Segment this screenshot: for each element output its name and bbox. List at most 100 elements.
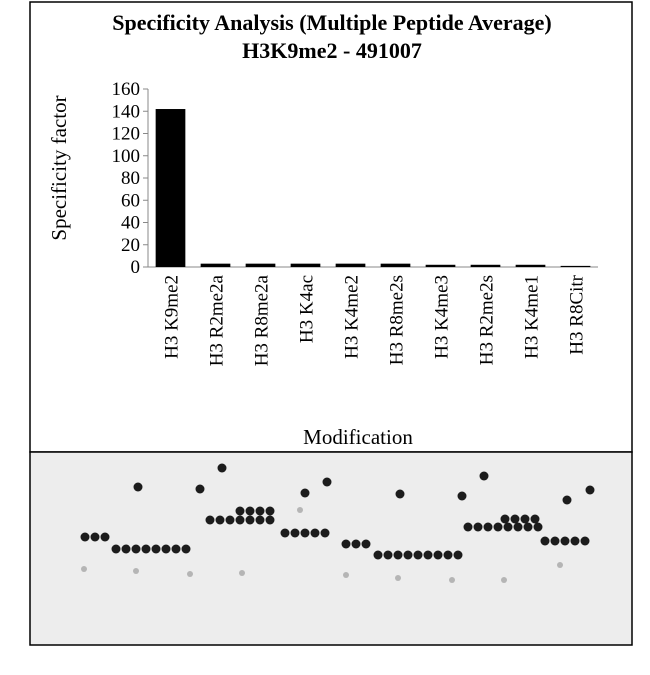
blot-dot (290, 528, 300, 538)
blot-dot (235, 506, 245, 516)
blot-dot (351, 539, 361, 549)
blot-dot (255, 506, 265, 516)
blot-dot (300, 488, 310, 498)
blot-dot (530, 514, 540, 524)
blot-dot (570, 536, 580, 546)
blot-dot (195, 484, 205, 494)
blot-dot (361, 539, 371, 549)
blot-dot (245, 506, 255, 516)
chart-frame (29, 1, 633, 453)
blot-dot (503, 522, 513, 532)
blot-dot (395, 575, 401, 581)
blot-dot (111, 544, 121, 554)
blot-dot (513, 522, 523, 532)
blot-dot (161, 544, 171, 554)
blot-dot (151, 544, 161, 554)
bar (515, 264, 546, 267)
blot-dot (493, 522, 503, 532)
blot-dot (100, 532, 110, 542)
blot-dot (205, 515, 215, 525)
y-tick-label: 40 (121, 213, 140, 234)
bar (155, 109, 186, 268)
blot-dot (473, 522, 483, 532)
blot-dot (81, 566, 87, 572)
y-axis-label: Specificity factor (47, 95, 71, 240)
blot-dot (540, 536, 550, 546)
blot-dot (133, 482, 143, 492)
blot-dot (562, 495, 572, 505)
blot-dot (510, 514, 520, 524)
chart-subtitle: H3K9me2 - 491007 (242, 38, 422, 63)
blot-dot (413, 550, 423, 560)
blot-dot (255, 515, 265, 525)
x-tick-label: H3 K4me1 (522, 275, 543, 359)
bar (380, 263, 411, 267)
x-axis-label: Modification (303, 425, 413, 449)
bar (245, 263, 276, 267)
blot-dot (533, 522, 543, 532)
blot-dot (320, 528, 330, 538)
blot-dot (343, 572, 349, 578)
y-tick-label: 60 (121, 190, 140, 211)
bar (470, 264, 501, 267)
blot-dot (457, 491, 467, 501)
blot-dot (245, 515, 255, 525)
y-tick-label: 160 (112, 79, 141, 100)
blot-dot (557, 562, 563, 568)
blot-dot (383, 550, 393, 560)
x-tick-label: H3 R8me2a (252, 274, 273, 366)
blot-dot (121, 544, 131, 554)
blot-dot (560, 536, 570, 546)
blot-dot (322, 477, 332, 487)
blot-dot (187, 571, 193, 577)
blot-dot (265, 515, 275, 525)
blot-dot (423, 550, 433, 560)
blot-dot (550, 536, 560, 546)
blot-dot (463, 522, 473, 532)
blot-dot (395, 489, 405, 499)
blot-dot (217, 463, 227, 473)
blot-dot (523, 522, 533, 532)
blot-dot (483, 522, 493, 532)
x-tick-label: H3 R2me2a (207, 274, 228, 366)
blot-dot (393, 550, 403, 560)
blot-dot (433, 550, 443, 560)
blot-dot (133, 568, 139, 574)
x-tick-label: H3 R8Citr (567, 274, 588, 354)
bar (335, 263, 366, 267)
blot-dot (500, 514, 510, 524)
blot-dot (443, 550, 453, 560)
bar (200, 263, 231, 267)
blot-dot (90, 532, 100, 542)
blot-dot (297, 507, 303, 513)
blot-dot (341, 539, 351, 549)
blot-dot (181, 544, 191, 554)
blot-dot (235, 515, 245, 525)
blot-dot (80, 532, 90, 542)
bar (290, 263, 321, 267)
y-tick-label: 100 (112, 146, 141, 167)
y-tick-label: 140 (112, 101, 141, 122)
blot-dot (449, 577, 455, 583)
x-tick-label: H3 K9me2 (162, 275, 183, 359)
blot-dot (310, 528, 320, 538)
bar (425, 264, 456, 267)
blot-dots (80, 463, 595, 583)
blot-dot (580, 536, 590, 546)
blot-dot (239, 570, 245, 576)
y-tick-label: 80 (121, 168, 140, 189)
blot-dot (131, 544, 141, 554)
blot-dot (453, 550, 463, 560)
x-tick-label: H3 R2me2s (477, 275, 498, 365)
x-tick-label: H3 K4me2 (342, 275, 363, 359)
blot-dot (215, 515, 225, 525)
blot-dot (403, 550, 413, 560)
blot-dot (171, 544, 181, 554)
blot-dot (373, 550, 383, 560)
blot-dot (501, 577, 507, 583)
blot-dot (585, 485, 595, 495)
chart-title: Specificity Analysis (Multiple Peptide A… (112, 10, 552, 35)
y-tick-label: 0 (131, 257, 141, 278)
